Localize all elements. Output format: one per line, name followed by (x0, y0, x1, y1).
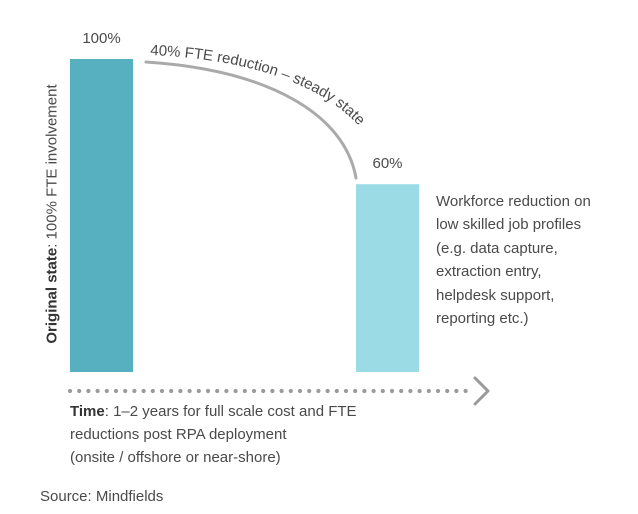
time-axis-dot (251, 388, 257, 394)
time-axis-dot (343, 388, 349, 394)
bar-steady-state (356, 184, 419, 372)
time-axis-dots (67, 388, 468, 394)
time-axis-line: (onsite / offshore or near-shore) (70, 449, 281, 466)
annotation-line: helpdesk support, (436, 286, 555, 304)
time-axis-dot (426, 388, 431, 394)
bar-original-state (70, 59, 133, 372)
time-axis-text: : 1–2 years for full scale cost and FTE (104, 403, 357, 420)
time-axis-dot (316, 388, 321, 394)
time-axis-dot (196, 388, 201, 394)
time-axis-dot (297, 388, 303, 394)
time-axis-dot (132, 388, 137, 394)
time-axis-dot (95, 388, 100, 394)
y-axis-label-rest: : 100% FTE involvement (43, 84, 61, 248)
time-axis-dot (205, 388, 211, 394)
time-axis-dot (169, 388, 174, 394)
arc-label-textpath: 40% FTE reduction – steady state (150, 42, 368, 129)
time-axis-dot (417, 388, 422, 394)
time-axis-dot (242, 388, 247, 394)
time-axis-dot (67, 388, 73, 394)
time-axis-dot (353, 388, 358, 394)
bar-value-label: 100% (82, 30, 120, 47)
time-axis-dot (123, 388, 128, 394)
time-axis-dot (224, 388, 229, 394)
time-axis-dot (307, 388, 312, 394)
bar-value-label: 60% (372, 155, 402, 172)
time-axis-dot (371, 388, 376, 394)
time-axis-dot (270, 388, 275, 394)
time-axis-dot (325, 388, 330, 394)
time-axis-dot (187, 388, 192, 394)
time-axis-dot (178, 388, 183, 394)
time-axis-dot (279, 388, 284, 394)
time-axis-dot (77, 388, 82, 394)
time-axis-dot (445, 388, 450, 394)
time-axis-line: Time: 1–2 years for full scale cost and … (70, 400, 357, 423)
time-axis-dot (389, 388, 395, 394)
time-axis-dot (362, 388, 367, 394)
time-axis-dot (435, 388, 441, 394)
y-axis-label-bold: Original state (43, 247, 61, 344)
time-axis-dot (334, 388, 339, 394)
time-axis-line: reductions post RPA deployment (70, 426, 287, 443)
time-axis-dot (463, 388, 468, 394)
annotation-block: Workforce reduction on low skilled job p… (436, 190, 591, 330)
time-axis-label: Time: 1–2 years for full scale cost and … (70, 400, 357, 469)
arc-label: 40% FTE reduction – steady state (150, 42, 368, 129)
time-axis-dot (86, 388, 91, 394)
source-note: Source: Mindfields (40, 488, 164, 505)
time-axis-dot (113, 388, 119, 394)
time-axis-dot (261, 388, 266, 394)
annotation-line: extraction entry, (436, 263, 542, 281)
time-axis-dot (288, 388, 293, 394)
annotation-line: (e.g. data capture, (436, 239, 558, 257)
time-axis-dot (141, 388, 146, 394)
time-axis-dot (233, 388, 238, 394)
time-axis-dot (408, 388, 413, 394)
y-axis-label: Original state: 100% FTE involvement (44, 84, 61, 343)
time-axis-dot (215, 388, 220, 394)
annotation-line: Workforce reduction on (436, 193, 591, 210)
time-axis-dot (380, 388, 385, 394)
time-axis-dot (150, 388, 155, 394)
annotation-line: reporting etc.) (436, 310, 529, 328)
time-axis-bold: Time (70, 403, 105, 420)
reduction-arc (144, 60, 358, 180)
annotation-line: low skilled job profiles (436, 216, 582, 234)
time-axis-dot (159, 388, 165, 394)
time-axis-dot (399, 388, 404, 394)
time-axis-arrowhead (473, 376, 490, 406)
time-axis-dot (454, 388, 459, 394)
time-axis-dot (104, 388, 109, 394)
